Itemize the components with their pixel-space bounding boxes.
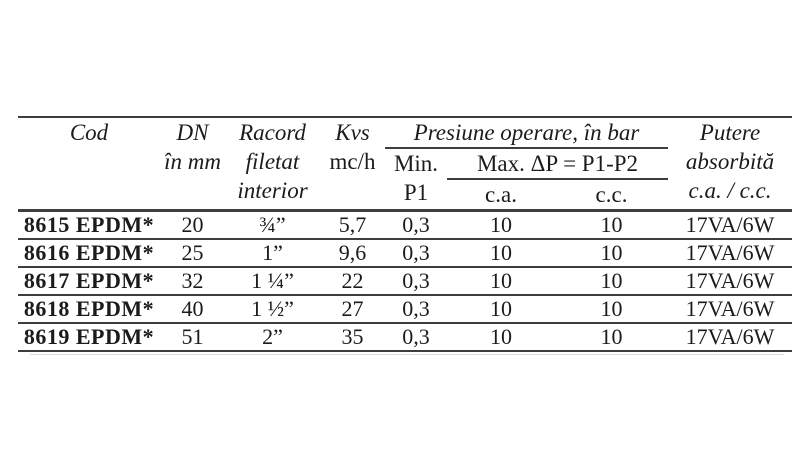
cell-putere: 17VA/6W bbox=[685, 268, 775, 293]
table-row: 8616 EPDM* 25 1” 9,6 0,3 10 10 17VA/6W bbox=[18, 239, 793, 267]
cell-min-p1: 0,3 bbox=[402, 268, 430, 293]
table-row: 8617 EPDM* 32 1 ¼” 22 0,3 10 10 17VA/6W bbox=[18, 267, 793, 295]
table-row: 8619 EPDM* 51 2” 35 0,3 10 10 17VA/6W bbox=[18, 323, 793, 351]
cell-cod: 8615 EPDM* bbox=[23, 212, 155, 237]
cell-putere: 17VA/6W bbox=[685, 212, 775, 237]
cell-kvs: 35 bbox=[341, 324, 364, 349]
cell-putere: 17VA/6W bbox=[685, 324, 775, 349]
header-max-dp: Max. ΔP = P1-P2 bbox=[447, 148, 669, 180]
cell-kvs: 27 bbox=[341, 296, 364, 321]
cell-racord: ¾” bbox=[259, 212, 286, 237]
header-cod-label: Cod bbox=[69, 120, 109, 145]
cell-cc: 10 bbox=[600, 296, 623, 321]
cell-cod: 8618 EPDM* bbox=[23, 296, 155, 321]
cell-dn: 32 bbox=[181, 268, 204, 293]
cell-kvs: 5,7 bbox=[338, 212, 367, 237]
cell-cod: 8616 EPDM* bbox=[23, 240, 155, 265]
table-body: 8615 EPDM* 20 ¾” 5,7 0,3 10 10 17VA/6W 8… bbox=[18, 211, 793, 351]
cell-min-p1: 0,3 bbox=[402, 324, 430, 349]
header-racord: Racord filetat interior bbox=[237, 120, 308, 203]
table-header: Cod DN în mm Racord filetat interior Kvs… bbox=[18, 117, 793, 211]
spec-table: Cod DN în mm Racord filetat interior Kvs… bbox=[18, 116, 793, 352]
header-kvs: Kvs mc/h bbox=[329, 120, 376, 174]
cell-dn: 40 bbox=[181, 296, 204, 321]
cell-min-p1: 0,3 bbox=[402, 296, 430, 321]
cell-kvs: 9,6 bbox=[338, 240, 367, 265]
cell-cc: 10 bbox=[600, 212, 623, 237]
cell-ca: 10 bbox=[490, 268, 512, 293]
cell-racord: 1” bbox=[262, 240, 283, 265]
cell-putere: 17VA/6W bbox=[685, 240, 775, 265]
cell-racord: 2” bbox=[262, 324, 283, 349]
cell-dn: 20 bbox=[181, 212, 204, 237]
header-ca: c.a. bbox=[485, 182, 517, 207]
cell-cod: 8617 EPDM* bbox=[23, 268, 155, 293]
cell-ca: 10 bbox=[490, 240, 512, 265]
header-presiune: Presiune operare, în bar bbox=[385, 117, 669, 149]
cell-cc: 10 bbox=[600, 324, 623, 349]
header-cc: c.c. bbox=[595, 182, 628, 207]
table-row: 8615 EPDM* 20 ¾” 5,7 0,3 10 10 17VA/6W bbox=[18, 211, 793, 239]
table-row: 8618 EPDM* 40 1 ½” 27 0,3 10 10 17VA/6W bbox=[18, 295, 793, 323]
cell-dn: 51 bbox=[181, 324, 204, 349]
header-cod: Cod bbox=[18, 117, 160, 211]
cell-putere: 17VA/6W bbox=[685, 296, 775, 321]
cell-racord: 1 ½” bbox=[251, 296, 294, 321]
header-min-p1: Min. P1 bbox=[393, 151, 439, 205]
cell-ca: 10 bbox=[490, 324, 512, 349]
cell-min-p1: 0,3 bbox=[402, 212, 430, 237]
cell-cc: 10 bbox=[600, 268, 623, 293]
cell-racord: 1 ¼” bbox=[251, 268, 294, 293]
cell-kvs: 22 bbox=[341, 268, 364, 293]
header-dn: DN în mm bbox=[164, 120, 221, 174]
cell-cod: 8619 EPDM* bbox=[23, 324, 155, 349]
cell-cc: 10 bbox=[600, 240, 623, 265]
header-putere: Putere absorbită c.a. / c.c. bbox=[685, 120, 775, 203]
cell-min-p1: 0,3 bbox=[402, 240, 430, 265]
cell-ca: 10 bbox=[490, 212, 512, 237]
cell-dn: 25 bbox=[181, 240, 204, 265]
scan-artifact-line bbox=[30, 354, 784, 355]
cell-ca: 10 bbox=[490, 296, 512, 321]
